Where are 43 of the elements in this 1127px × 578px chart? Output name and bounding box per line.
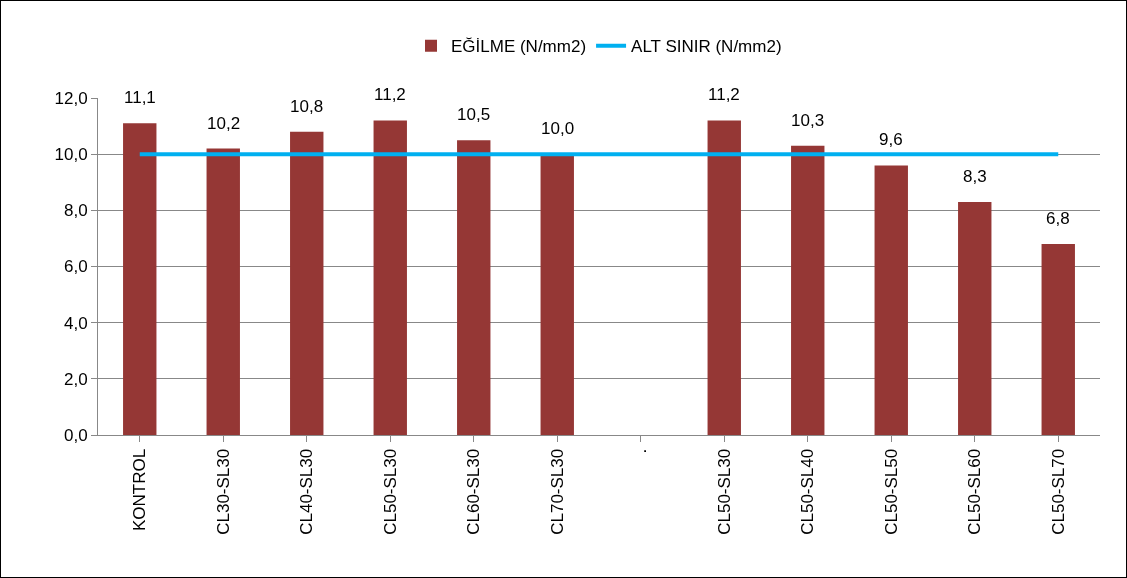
y-tick-label: 10,0 (54, 145, 88, 165)
data-label: 10,3 (791, 111, 825, 130)
bar (1041, 244, 1075, 435)
y-tick-label: 2,0 (63, 369, 88, 389)
bar (791, 145, 825, 435)
x-tick-label: CL60-SL30 (464, 448, 484, 535)
data-label: 10,5 (457, 105, 491, 124)
x-tick-label: CL50-SL30 (380, 448, 400, 535)
y-tick-label: 12,0 (54, 88, 88, 108)
data-label: 10,0 (541, 119, 575, 138)
x-tick-label: CL50-SL40 (798, 448, 818, 535)
x-tick-label: CL50-SL50 (881, 448, 901, 535)
y-tick-label: 4,0 (63, 313, 88, 333)
bar (457, 140, 491, 435)
x-tick-label: CL50-SL70 (1048, 448, 1068, 535)
data-label: 10,2 (207, 114, 241, 133)
x-tick-label: CL70-SL30 (547, 448, 567, 535)
bar (707, 120, 741, 435)
x-tick-label: CL40-SL30 (297, 448, 317, 535)
x-tick-label: CL50-SL30 (714, 448, 734, 535)
x-tick-label: KONTROL (130, 448, 150, 531)
bar (290, 131, 324, 435)
data-label: 6,8 (1046, 209, 1070, 228)
data-label: 8,3 (963, 167, 987, 186)
x-tick-label: . (631, 448, 651, 454)
data-label: 11,2 (708, 85, 740, 104)
data-label: 11,1 (124, 88, 156, 107)
data-label: 10,8 (290, 97, 324, 116)
bar (958, 201, 992, 435)
bar (540, 154, 574, 435)
x-tick-label: CL30-SL30 (213, 448, 233, 535)
bar (874, 165, 908, 435)
y-tick-label: 8,0 (63, 201, 88, 221)
data-label: 9,6 (879, 130, 903, 149)
bar (206, 148, 240, 435)
legend-label: ALT SINIR (N/mm2) (631, 37, 782, 57)
legend-label: EĞİLME (N/mm2) (451, 37, 587, 57)
data-label: 11,2 (374, 85, 406, 104)
bar (123, 123, 157, 435)
y-tick-label: 6,0 (63, 257, 88, 277)
bar (373, 120, 407, 435)
y-tick-label: 0,0 (63, 425, 88, 445)
x-tick-label: CL50-SL60 (965, 448, 985, 535)
